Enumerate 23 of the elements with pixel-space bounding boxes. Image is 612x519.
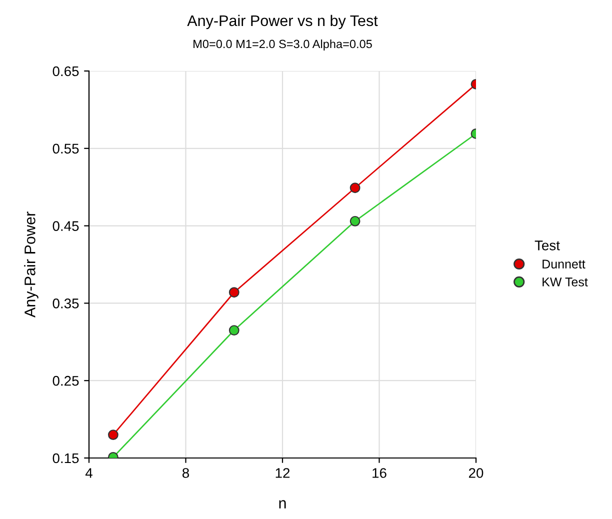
y-axis-title: Any-Pair Power [24,212,38,318]
y-tick-label: 0.45 [52,221,79,231]
y-tick-label: 0.65 [52,66,79,76]
point [228,287,240,298]
y-tick-label: 0.25 [52,376,79,386]
point [228,325,240,336]
x-tick-label: 4 [85,468,92,478]
y-tick-label: 0.15 [52,453,79,464]
y-tick-label: 0.55 [52,144,79,154]
point [350,216,360,226]
x-tick-label: 8 [182,468,190,478]
x-tick-label: 16 [372,468,386,478]
y-tick-label: 0.35 [52,298,79,308]
x-tick-label: 20 [468,468,484,478]
legend-label: KW Test [542,278,588,286]
point [108,430,118,440]
chart-title: Any-Pair Power vs n by Test [187,14,378,30]
point [350,182,360,194]
x-tick-label: 12 [276,468,290,478]
legend-label: Dunnett [542,260,586,269]
x-axis-title: n [279,500,286,508]
legend-title: Test [534,240,560,250]
chart-subtitle: M0=0.0 M1=2.0 S=3.0 Alpha=0.05 [194,40,372,51]
